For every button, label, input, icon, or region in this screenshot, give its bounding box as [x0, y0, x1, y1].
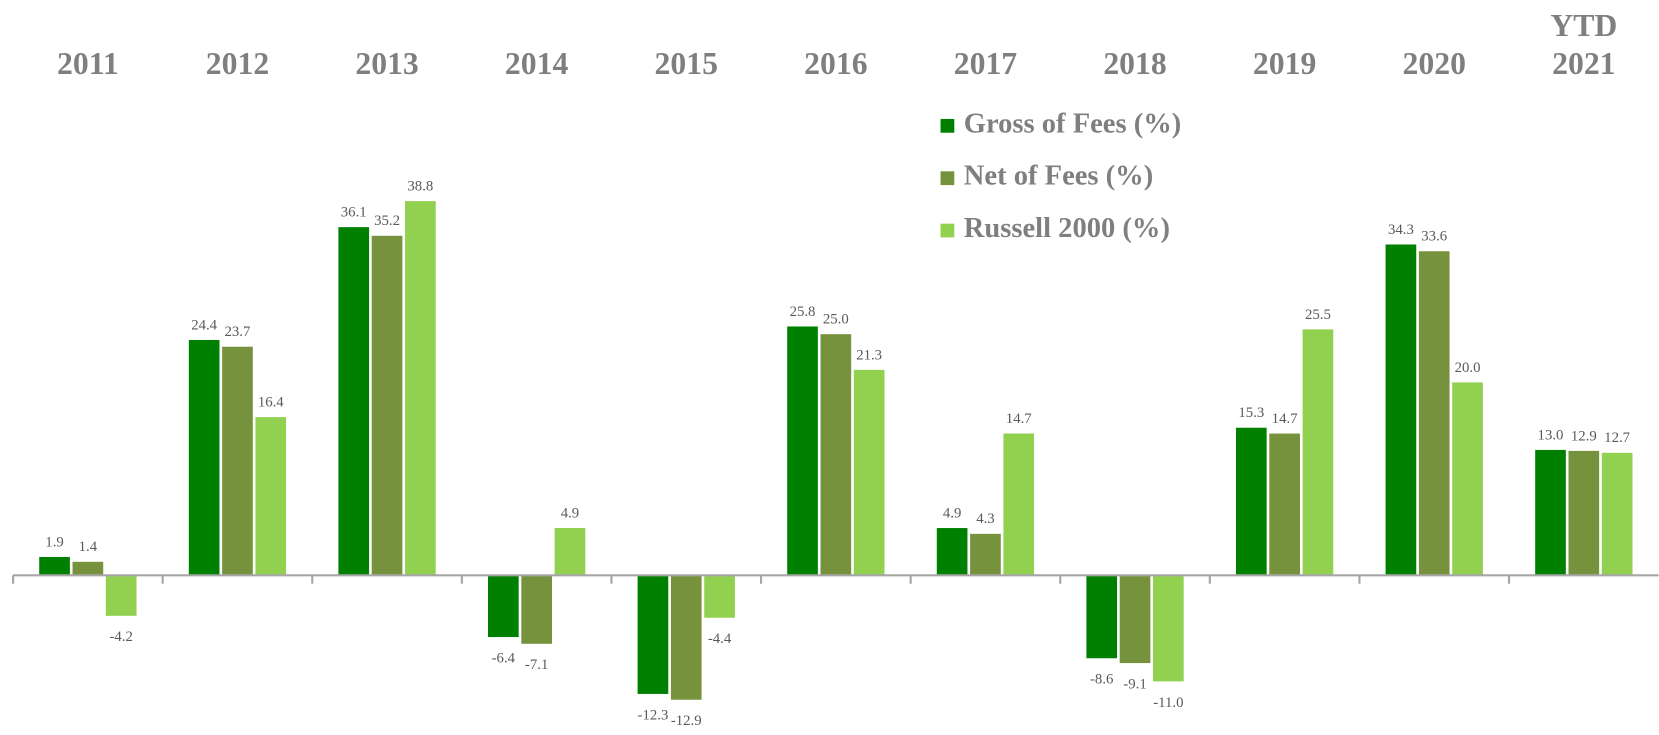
x-tick-label: 2014 — [505, 46, 569, 81]
legend-label: Russell 2000 (%) — [964, 213, 1170, 244]
data-label: 21.3 — [856, 347, 882, 363]
data-label: 34.3 — [1388, 222, 1414, 238]
x-tick-label: 2019 — [1253, 46, 1316, 81]
bar — [1568, 450, 1600, 576]
data-label: 20.0 — [1455, 360, 1481, 376]
data-label: 25.5 — [1305, 307, 1331, 323]
x-tick-label: 2017 — [954, 46, 1018, 81]
bar — [1086, 575, 1118, 659]
data-label: -12.3 — [638, 707, 669, 723]
bar — [1452, 382, 1483, 576]
legend-swatch — [940, 171, 955, 186]
data-label: 15.3 — [1238, 405, 1264, 421]
x-tick-label: 2013 — [355, 46, 418, 81]
bar — [1535, 449, 1566, 576]
bar — [521, 575, 552, 644]
data-label: 4.3 — [976, 511, 995, 527]
bar — [188, 339, 220, 576]
bar — [637, 575, 669, 694]
data-label: 23.7 — [225, 324, 251, 340]
legend-swatch — [940, 118, 955, 133]
data-label: -11.0 — [1153, 695, 1183, 711]
bar — [105, 575, 137, 616]
x-tick-label: 2012 — [206, 46, 269, 81]
legend-label: Net of Fees (%) — [964, 161, 1153, 192]
bar — [704, 575, 735, 618]
bar — [1601, 452, 1633, 576]
bar — [1302, 329, 1334, 576]
bar — [1385, 244, 1417, 576]
data-label: 12.7 — [1604, 430, 1630, 446]
bar — [936, 528, 968, 576]
data-label: 33.6 — [1421, 229, 1447, 245]
x-tick-label: 2015 — [655, 46, 718, 81]
bar — [255, 417, 287, 576]
data-label: 12.9 — [1571, 428, 1597, 444]
data-label: 14.7 — [1272, 411, 1298, 427]
bar — [1003, 433, 1035, 576]
data-label: -7.1 — [525, 657, 548, 673]
data-label: -6.4 — [492, 650, 516, 666]
bar — [1235, 427, 1267, 576]
bar — [338, 227, 370, 576]
data-label: 35.2 — [374, 213, 400, 229]
data-label: 4.9 — [561, 505, 580, 521]
data-label: 4.9 — [943, 505, 962, 521]
data-label: 1.9 — [45, 534, 64, 550]
x-tick-label: 2020 — [1403, 46, 1466, 81]
bar — [1153, 575, 1184, 682]
bar — [853, 369, 885, 576]
x-tick-label: 2016 — [804, 46, 867, 81]
data-label: 13.0 — [1538, 427, 1564, 443]
bar — [554, 528, 586, 576]
bar — [371, 235, 403, 576]
data-label: 38.8 — [407, 179, 433, 195]
bar — [488, 575, 519, 638]
bar — [222, 346, 253, 576]
bar — [39, 556, 70, 576]
legend-label: Gross of Fees (%) — [964, 108, 1182, 139]
data-label: 16.4 — [258, 395, 284, 411]
bar — [787, 326, 818, 576]
bar — [1418, 251, 1450, 576]
data-label: 36.1 — [341, 205, 367, 221]
data-label: 1.4 — [79, 539, 98, 555]
bar — [1119, 575, 1151, 664]
data-label: -8.6 — [1090, 672, 1113, 688]
bar — [405, 201, 436, 576]
bar — [670, 575, 702, 700]
x-tick-label: YTD 2021 — [1550, 8, 1617, 81]
x-tick-label: 2018 — [1103, 46, 1166, 81]
data-label: 24.4 — [191, 317, 217, 333]
data-label: -9.1 — [1123, 676, 1146, 692]
bar — [970, 533, 1001, 576]
bar — [72, 561, 104, 576]
data-label: -12.9 — [671, 713, 702, 729]
x-tick-label: 2011 — [57, 46, 119, 81]
data-label: 25.0 — [823, 312, 849, 328]
data-label: 25.8 — [790, 304, 816, 320]
bar — [820, 334, 852, 576]
data-label: -4.4 — [708, 631, 732, 647]
data-label: -4.2 — [109, 629, 132, 645]
data-label: 14.7 — [1006, 411, 1032, 427]
bar — [1269, 433, 1300, 576]
legend-swatch — [940, 223, 955, 238]
